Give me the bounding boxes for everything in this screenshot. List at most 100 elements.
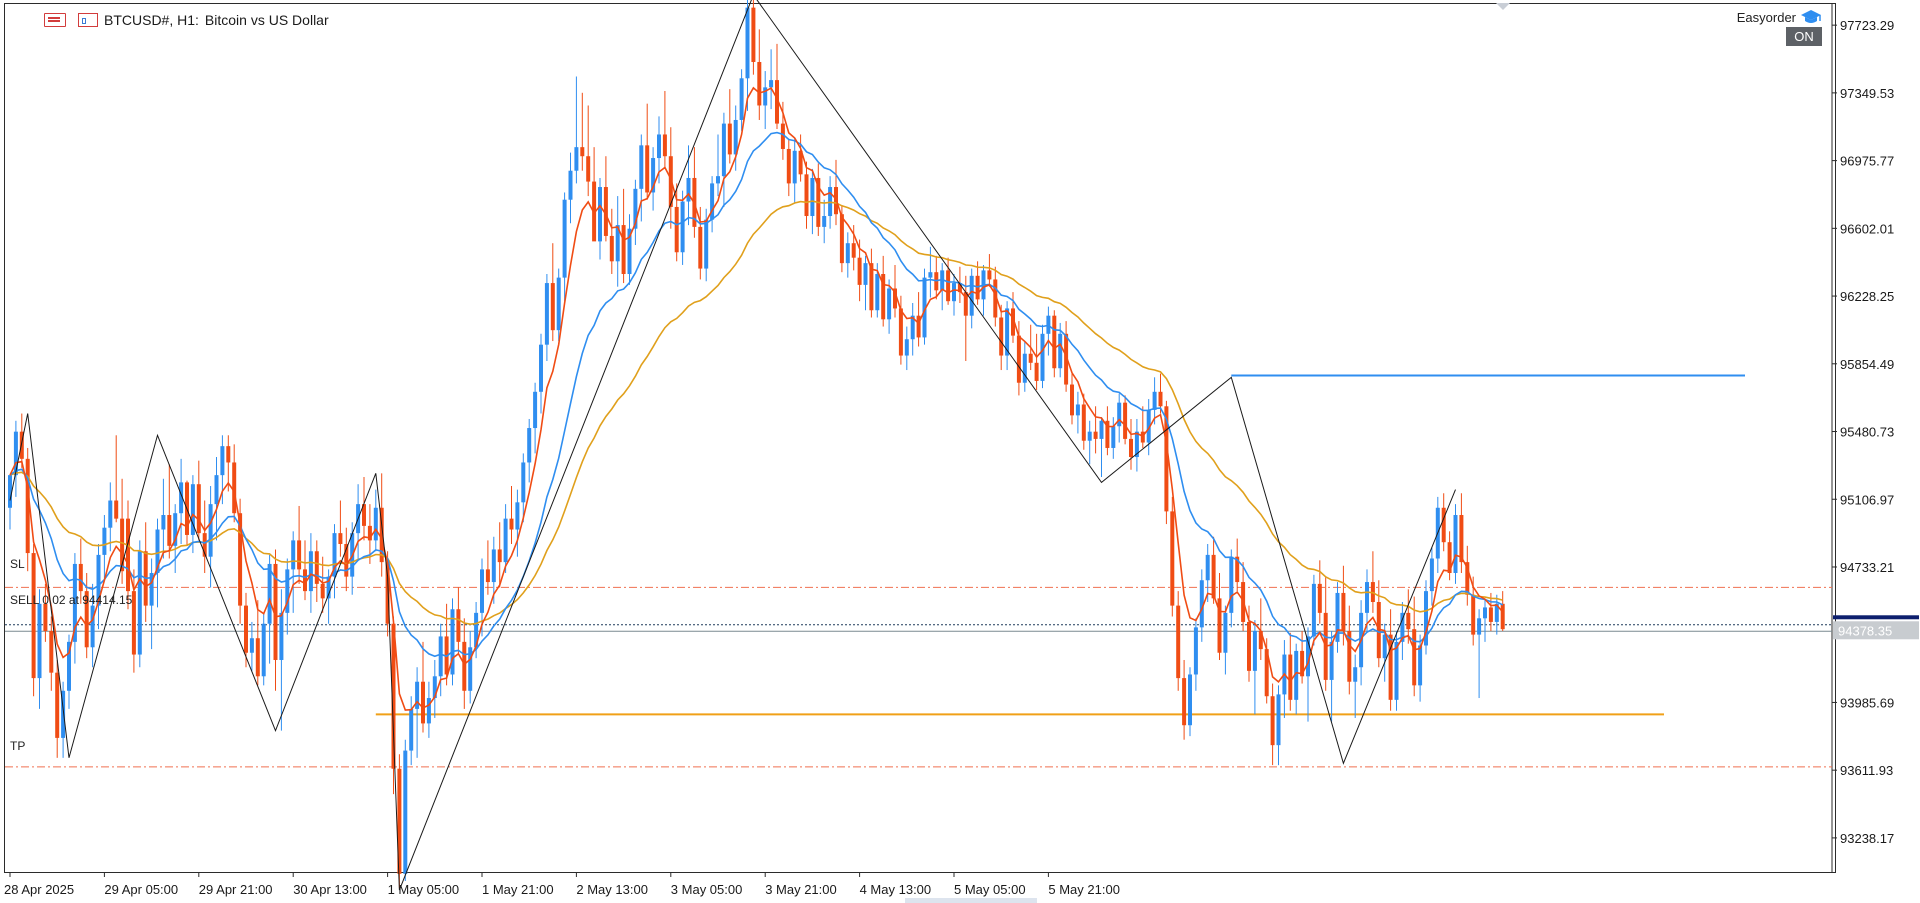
bull-candle bbox=[267, 563, 272, 624]
bull-candle bbox=[1223, 612, 1228, 653]
bull-candle bbox=[373, 507, 378, 541]
bull-candle bbox=[72, 563, 77, 642]
bear-candle bbox=[78, 563, 83, 592]
y-tick-label: 95106.97 bbox=[1840, 492, 1894, 507]
x-tick-label: 5 May 05:00 bbox=[954, 882, 1026, 897]
bear-candle bbox=[320, 583, 325, 599]
bull-candle bbox=[1483, 607, 1487, 619]
bear-candle bbox=[603, 187, 608, 236]
expert-advisor[interactable]: Easyorder bbox=[1737, 9, 1822, 25]
bear-candle bbox=[957, 283, 962, 293]
bull-candle bbox=[1400, 612, 1405, 642]
bear-candle bbox=[1376, 601, 1381, 659]
bull-candle bbox=[1005, 308, 1010, 356]
x-tick-label: 2 May 13:00 bbox=[576, 882, 648, 897]
x-tick-label: 4 May 13:00 bbox=[860, 882, 932, 897]
bull-candle bbox=[910, 315, 915, 340]
sell-order-label: SELL 0.02 at 94414.15 bbox=[10, 593, 133, 607]
bull-candle bbox=[102, 527, 107, 555]
bull-candle bbox=[1146, 409, 1151, 443]
bear-candle bbox=[1170, 511, 1175, 606]
bear-candle bbox=[609, 235, 614, 262]
bear-candle bbox=[780, 123, 785, 149]
bull-candle bbox=[8, 475, 12, 508]
bull-candle bbox=[90, 605, 95, 648]
bull-candle bbox=[149, 573, 154, 606]
bull-candle bbox=[527, 428, 532, 463]
list-icon[interactable] bbox=[44, 13, 66, 27]
bull-candle bbox=[1424, 591, 1428, 646]
bull-candle bbox=[822, 216, 827, 227]
bull-candle bbox=[332, 533, 337, 577]
bull-candle bbox=[403, 750, 408, 874]
bear-candle bbox=[232, 462, 237, 514]
bear-candle bbox=[338, 533, 343, 545]
bull-candle bbox=[1453, 515, 1458, 574]
bear-candle bbox=[303, 569, 307, 592]
bull-candle bbox=[1335, 592, 1340, 642]
bear-candle bbox=[898, 308, 903, 356]
x-tick-label: 29 Apr 21:00 bbox=[199, 882, 273, 897]
bull-candle bbox=[1134, 431, 1139, 458]
bear-candle bbox=[751, 7, 756, 62]
bear-candle bbox=[916, 315, 921, 338]
bull-candle bbox=[1311, 583, 1316, 637]
bear-candle bbox=[273, 563, 278, 660]
bull-candle bbox=[1276, 694, 1281, 746]
y-tick-label: 93985.69 bbox=[1840, 695, 1894, 710]
x-tick-label: 3 May 05:00 bbox=[671, 882, 743, 897]
x-tick-label: 1 May 21:00 bbox=[482, 882, 554, 897]
bull-candle bbox=[544, 283, 549, 345]
bull-candle bbox=[574, 147, 579, 171]
bull-candle bbox=[291, 540, 296, 570]
horizontal-scrollbar[interactable] bbox=[905, 898, 1037, 903]
bear-candle bbox=[1158, 391, 1163, 407]
bear-candle bbox=[621, 225, 626, 275]
chart-header: BTCUSD#, H1: Bitcoin vs US Dollar bbox=[44, 10, 329, 30]
bear-candle bbox=[126, 518, 130, 592]
bull-candle bbox=[1294, 650, 1299, 700]
chart-shift-marker[interactable] bbox=[1496, 3, 1510, 10]
bear-candle bbox=[993, 279, 998, 318]
bear-candle bbox=[55, 672, 60, 738]
bear-candle bbox=[1441, 507, 1446, 543]
bull-candle bbox=[1429, 558, 1434, 592]
chart-window-icon[interactable] bbox=[78, 13, 98, 27]
bull-candle bbox=[474, 612, 479, 648]
bear-candle bbox=[786, 148, 791, 184]
bear-candle bbox=[645, 145, 650, 193]
bear-candle bbox=[757, 61, 762, 106]
bull-candle bbox=[161, 515, 166, 530]
bear-candle bbox=[586, 156, 591, 182]
bear-candle bbox=[1129, 438, 1133, 458]
bull-candle bbox=[515, 502, 520, 530]
bear-candle bbox=[1465, 562, 1470, 595]
bull-candle bbox=[1022, 353, 1027, 383]
ma-mid-line bbox=[9, 131, 1504, 658]
bear-candle bbox=[946, 270, 951, 302]
bull-candle bbox=[639, 145, 644, 189]
expert-name: Easyorder bbox=[1736, 9, 1796, 25]
bear-candle bbox=[226, 446, 231, 463]
bear-candle bbox=[297, 540, 302, 570]
bear-candle bbox=[1140, 431, 1145, 443]
bull-candle bbox=[863, 263, 868, 285]
bull-candle bbox=[137, 551, 142, 655]
bull-candle bbox=[792, 150, 797, 184]
bear-candle bbox=[881, 274, 886, 320]
bear-candle bbox=[893, 288, 897, 309]
sl-level-label: SL bbox=[10, 557, 25, 571]
bull-candle bbox=[308, 551, 313, 592]
expert-status-badge[interactable]: ON bbox=[1786, 27, 1822, 46]
tp-level-label: TP bbox=[10, 739, 26, 753]
bull-candle bbox=[61, 690, 66, 738]
bear-candle bbox=[1217, 598, 1222, 653]
bear-candle bbox=[385, 562, 390, 624]
bear-candle bbox=[1412, 629, 1417, 686]
bull-candle bbox=[1075, 404, 1080, 416]
bull-candle bbox=[739, 78, 744, 120]
bear-candle bbox=[804, 174, 809, 217]
bull-candle bbox=[745, 7, 750, 79]
bull-candle bbox=[67, 641, 71, 691]
